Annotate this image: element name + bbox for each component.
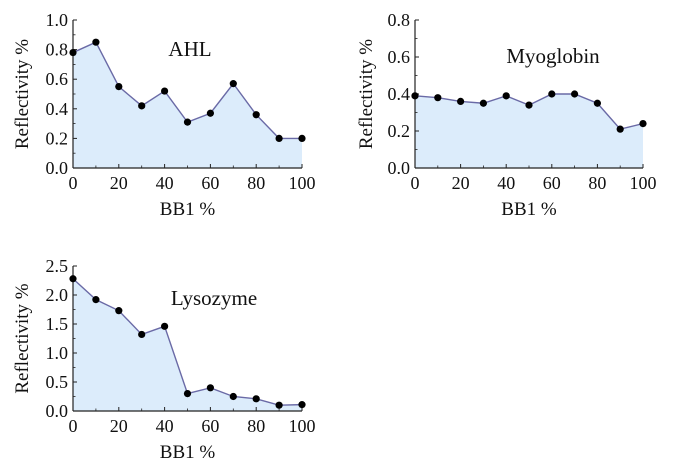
chart-3-title: Lysozyme bbox=[171, 286, 257, 310]
chart-1-x-tick-label: 20 bbox=[110, 173, 128, 193]
chart-3-x-tick-label: 20 bbox=[110, 416, 128, 436]
chart-3-y-tick-label: 0.5 bbox=[46, 372, 69, 392]
chart-2-y-axis-label: Reflectivity % bbox=[356, 39, 377, 149]
chart-2-title: Myoglobin bbox=[506, 44, 600, 68]
chart-3-x-tick-label: 80 bbox=[247, 416, 265, 436]
chart-1-y-tick-label: 0.0 bbox=[46, 158, 69, 178]
chart-3-data-point bbox=[275, 401, 283, 409]
chart-3-x-tick-label: 0 bbox=[69, 416, 78, 436]
chart-3-data-point bbox=[161, 322, 169, 330]
chart-3-y-tick-label: 1.5 bbox=[46, 314, 69, 334]
chart-2-y-tick-label: 0.0 bbox=[388, 158, 411, 178]
chart-1-x-axis-label: BB1 % bbox=[160, 199, 216, 220]
chart-2-data-point bbox=[616, 125, 624, 133]
chart-1-y-tick-label: 1.0 bbox=[46, 10, 69, 30]
chart-3-data-point bbox=[92, 296, 100, 304]
chart-3-y-tick-label: 2.0 bbox=[46, 285, 69, 305]
chart-1-data-point bbox=[161, 87, 169, 95]
chart-1-data-point bbox=[92, 38, 100, 46]
chart-3-data-point bbox=[298, 401, 306, 409]
chart-2-y-tick-label: 0.4 bbox=[388, 84, 411, 104]
chart-1-y-tick-label: 0.8 bbox=[46, 40, 69, 60]
chart-2-x-tick-label: 100 bbox=[630, 173, 657, 193]
chart-2-data-point bbox=[639, 120, 647, 128]
chart-1-data-point bbox=[115, 83, 123, 91]
chart-2-data-point bbox=[525, 101, 533, 109]
chart-2-data-point bbox=[502, 92, 510, 100]
chart-1-x-tick-label: 80 bbox=[247, 173, 265, 193]
chart-1-data-point bbox=[298, 134, 306, 142]
chart-3-y-tick-label: 0.0 bbox=[46, 401, 69, 421]
chart-1-title: AHL bbox=[168, 37, 211, 61]
chart-3-data-point bbox=[69, 275, 77, 283]
chart-1-data-point bbox=[138, 102, 146, 110]
chart-3: 0 20 40 60 80 100 0.0 0.5 1.0 1.5 2.0 2.5 Lysozyme BB… bbox=[12, 256, 316, 463]
chart-2-data-point bbox=[571, 90, 579, 98]
chart-2-y-tick-label: 0.8 bbox=[388, 10, 411, 30]
chart-2-area bbox=[415, 94, 643, 168]
chart-3-y-tick-label: 2.5 bbox=[46, 256, 69, 276]
chart-3-data-point bbox=[183, 390, 192, 398]
chart-2-data-point bbox=[479, 99, 487, 107]
chart-1-data-point bbox=[229, 80, 237, 88]
chart-3-x-axis-label: BB1 % bbox=[160, 442, 216, 463]
chart-1-y-tick-label: 0.6 bbox=[46, 69, 69, 89]
chart-3-data-point bbox=[252, 395, 260, 403]
chart-2-y-tick-label: 0.6 bbox=[388, 47, 411, 67]
chart-2-x-tick-label: 60 bbox=[543, 173, 561, 193]
chart-3-data-point bbox=[115, 307, 123, 315]
chart-1-x-tick-label: 40 bbox=[156, 173, 174, 193]
chart-3-x-tick-label: 40 bbox=[156, 416, 174, 436]
chart-3-area bbox=[73, 278, 302, 411]
chart-1-y-tick-label: 0.2 bbox=[46, 128, 69, 148]
chart-2-data-point bbox=[548, 90, 556, 98]
chart-2: 0 20 40 60 80 100 0.0 0.2 0.4 0.6 0.8 Myoglobin BB1 … bbox=[356, 10, 657, 220]
chart-3-y-tick-label: 1.0 bbox=[46, 343, 69, 363]
chart-3-data-point bbox=[229, 392, 237, 401]
chart-1-x-tick-label: 100 bbox=[289, 173, 316, 193]
chart-1-x-tick-label: 0 bbox=[69, 173, 78, 193]
chart-3-x-tick-label: 100 bbox=[289, 416, 316, 436]
chart-1-data-point bbox=[69, 48, 77, 57]
chart-2-y-tick-label: 0.2 bbox=[388, 121, 411, 141]
chart-2-x-tick-label: 0 bbox=[411, 173, 420, 193]
chart-2-data-point bbox=[411, 92, 419, 100]
chart-3-x-tick-label: 60 bbox=[201, 416, 219, 436]
chart-2-x-tick-label: 80 bbox=[588, 173, 606, 193]
chart-3-y-axis-label: Reflectivity % bbox=[12, 283, 33, 393]
chart-2-x-tick-label: 40 bbox=[497, 173, 515, 193]
chart-1-x-tick-label: 60 bbox=[201, 173, 219, 193]
chart-1-y-axis-label: Reflectivity % bbox=[12, 39, 33, 149]
chart-1-data-point bbox=[183, 118, 192, 126]
chart-1-data-point bbox=[252, 111, 260, 119]
chart-1: 0 20 40 60 80 100 0.0 0.2 0.4 0.6 0.8 1.0 AHL BB1 % Re… bbox=[12, 10, 316, 220]
chart-2-x-tick-label: 20 bbox=[452, 173, 470, 193]
chart-2-data-point bbox=[434, 94, 442, 102]
chart-3-data-point bbox=[138, 330, 146, 339]
chart-1-area bbox=[73, 42, 302, 169]
chart-2-x-axis-label: BB1 % bbox=[501, 199, 557, 220]
chart-1-data-point bbox=[206, 109, 214, 117]
chart-2-data-point bbox=[593, 99, 602, 107]
chart-2-data-point bbox=[457, 97, 465, 105]
chart-3-data-point bbox=[206, 384, 214, 392]
chart-1-data-point bbox=[275, 134, 283, 142]
chart-1-y-tick-label: 0.4 bbox=[46, 99, 69, 119]
